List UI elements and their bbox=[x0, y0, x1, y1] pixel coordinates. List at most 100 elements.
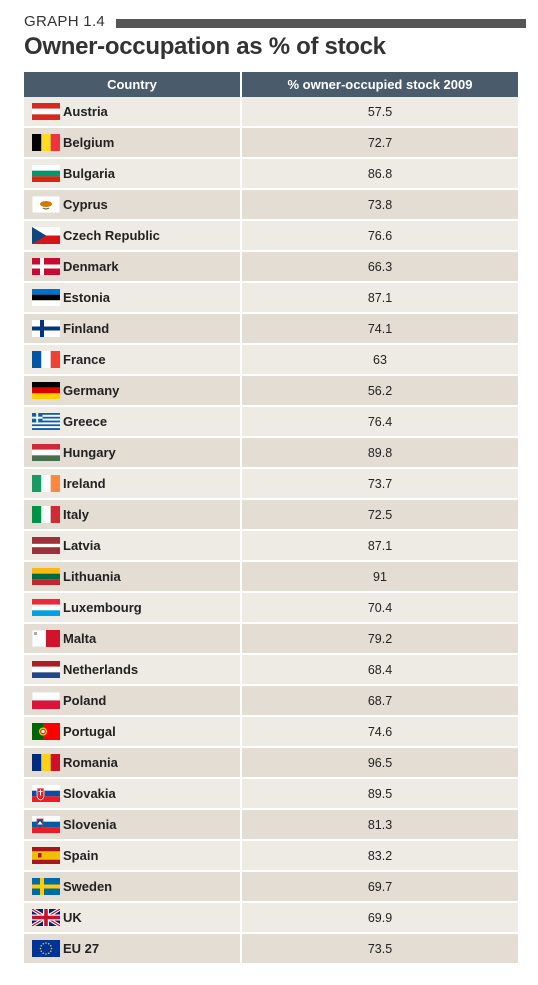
country-name: Estonia bbox=[63, 290, 110, 305]
table-row: Poland 68.7 bbox=[24, 685, 518, 717]
table-row: Bulgaria 86.8 bbox=[24, 158, 518, 190]
country-name: Slovenia bbox=[63, 817, 117, 832]
value-cell: 73.7 bbox=[241, 468, 518, 500]
austria-flag-icon bbox=[32, 103, 60, 120]
country-name: Poland bbox=[63, 693, 107, 708]
table-row: Belgium 72.7 bbox=[24, 127, 518, 159]
country-cell: Germany bbox=[24, 375, 242, 407]
country-cell: Spain bbox=[24, 840, 242, 872]
country-cell: Slovakia bbox=[24, 778, 242, 810]
germany-flag-icon bbox=[32, 382, 60, 399]
bulgaria-flag-icon bbox=[32, 165, 60, 182]
country-cell: Belgium bbox=[24, 127, 242, 159]
value-cell: 76.6 bbox=[241, 220, 518, 252]
value-cell: 81.3 bbox=[241, 809, 518, 841]
lithuania-flag-icon bbox=[32, 568, 60, 585]
italy-flag-icon bbox=[32, 506, 60, 523]
country-name: Cyprus bbox=[63, 197, 108, 212]
table-row: Slovakia 89.5 bbox=[24, 778, 518, 810]
table-row: Spain 83.2 bbox=[24, 840, 518, 872]
sweden-flag-icon bbox=[32, 878, 60, 895]
value-cell: 57.5 bbox=[241, 97, 518, 128]
country-cell: Portugal bbox=[24, 716, 242, 748]
luxembourg-flag-icon bbox=[32, 599, 60, 616]
slovenia-flag-icon bbox=[32, 816, 60, 833]
table-row: Malta 79.2 bbox=[24, 623, 518, 655]
value-cell: 56.2 bbox=[241, 375, 518, 407]
country-name: Spain bbox=[63, 848, 99, 863]
value-cell: 91 bbox=[241, 561, 518, 593]
table-row: Austria 57.5 bbox=[24, 97, 518, 128]
czech-flag-icon bbox=[32, 227, 60, 244]
table-row: Finland 74.1 bbox=[24, 313, 518, 345]
column-header-country: Country bbox=[24, 72, 242, 97]
malta-flag-icon bbox=[31, 629, 60, 648]
value-cell: 89.8 bbox=[241, 437, 518, 469]
country-cell: Luxembourg bbox=[24, 592, 242, 624]
belgium-flag-icon bbox=[32, 134, 60, 151]
greece-flag-icon bbox=[32, 413, 60, 430]
country-name: Malta bbox=[63, 631, 97, 646]
value-cell: 63 bbox=[241, 344, 518, 376]
value-cell: 76.4 bbox=[241, 406, 518, 438]
country-name: Luxembourg bbox=[63, 600, 142, 615]
country-cell: France bbox=[24, 344, 242, 376]
france-flag-icon bbox=[32, 351, 60, 368]
country-name: Bulgaria bbox=[63, 166, 116, 181]
country-name: Slovakia bbox=[63, 786, 116, 801]
table-row: Ireland 73.7 bbox=[24, 468, 518, 500]
table-row: Czech Republic 76.6 bbox=[24, 220, 518, 252]
value-cell: 74.6 bbox=[241, 716, 518, 748]
column-header-value: % owner-occupied stock 2009 bbox=[241, 72, 518, 97]
graph-label-rule bbox=[116, 19, 526, 28]
country-name: Greece bbox=[63, 414, 108, 429]
value-cell: 73.5 bbox=[241, 933, 518, 965]
country-name: UK bbox=[63, 910, 82, 925]
table-row: Latvia 87.1 bbox=[24, 530, 518, 562]
country-name: Czech Republic bbox=[63, 228, 160, 243]
country-cell: Ireland bbox=[24, 468, 242, 500]
country-name: Austria bbox=[63, 104, 108, 119]
country-cell: Sweden bbox=[24, 871, 242, 903]
value-cell: 87.1 bbox=[241, 282, 518, 314]
country-name: Finland bbox=[63, 321, 110, 336]
table-row: Germany 56.2 bbox=[24, 375, 518, 407]
country-cell: Slovenia bbox=[24, 809, 242, 841]
country-cell: Poland bbox=[24, 685, 242, 717]
value-cell: 70.4 bbox=[241, 592, 518, 624]
country-name: France bbox=[63, 352, 106, 367]
table-row: Portugal 74.6 bbox=[24, 716, 518, 748]
chart-title: Owner-occupation as % of stock bbox=[24, 33, 386, 60]
romania-flag-icon bbox=[32, 754, 60, 771]
country-cell: Netherlands bbox=[24, 654, 242, 686]
table-row: Italy 72.5 bbox=[24, 499, 518, 531]
table-row: Lithuania 91 bbox=[24, 561, 518, 593]
value-cell: 72.7 bbox=[241, 127, 518, 159]
value-cell: 73.8 bbox=[241, 189, 518, 221]
graph-label: GRAPH 1.4 bbox=[24, 13, 106, 30]
table-row: Estonia 87.1 bbox=[24, 282, 518, 314]
country-cell: UK bbox=[24, 902, 242, 934]
table-row: Hungary 89.8 bbox=[24, 437, 518, 469]
country-name: Italy bbox=[63, 507, 90, 522]
country-name: Netherlands bbox=[63, 662, 139, 677]
country-cell: Denmark bbox=[24, 251, 242, 283]
value-cell: 69.7 bbox=[241, 871, 518, 903]
value-cell: 68.7 bbox=[241, 685, 518, 717]
table-row: Romania 96.5 bbox=[24, 747, 518, 779]
finland-flag-icon bbox=[32, 320, 60, 337]
table-row: Greece 76.4 bbox=[24, 406, 518, 438]
value-cell: 83.2 bbox=[241, 840, 518, 872]
value-cell: 74.1 bbox=[241, 313, 518, 345]
country-cell: Cyprus bbox=[24, 189, 242, 221]
ireland-flag-icon bbox=[32, 475, 60, 492]
value-cell: 89.5 bbox=[241, 778, 518, 810]
country-name: Lithuania bbox=[63, 569, 121, 584]
country-name: Belgium bbox=[63, 135, 115, 150]
table-row: Denmark 66.3 bbox=[24, 251, 518, 283]
slovakia-flag-icon bbox=[32, 785, 60, 802]
portugal-flag-icon bbox=[32, 723, 60, 740]
table-row: UK 69.9 bbox=[24, 902, 518, 934]
country-name: Portugal bbox=[63, 724, 116, 739]
